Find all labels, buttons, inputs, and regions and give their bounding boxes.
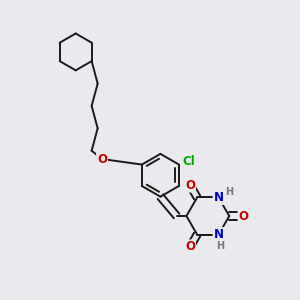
Text: O: O bbox=[185, 178, 195, 192]
Text: O: O bbox=[185, 240, 195, 254]
Text: O: O bbox=[97, 152, 107, 166]
Text: N: N bbox=[214, 228, 224, 241]
Text: O: O bbox=[238, 209, 248, 223]
Text: Cl: Cl bbox=[182, 155, 195, 168]
Text: H: H bbox=[225, 187, 233, 197]
Text: N: N bbox=[214, 191, 224, 204]
Text: H: H bbox=[216, 241, 224, 251]
